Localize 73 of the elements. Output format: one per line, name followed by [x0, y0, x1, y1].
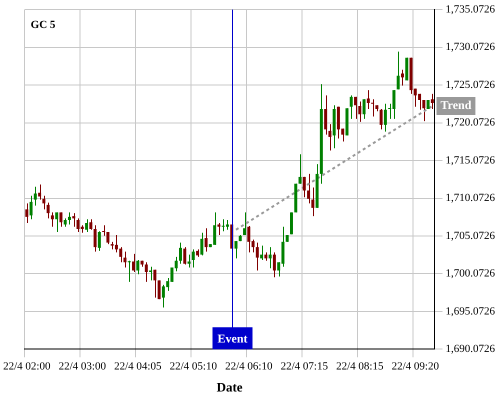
text: GC 5: [30, 18, 56, 31]
candlestick: [324, 94, 328, 136]
candlestick: [384, 103, 387, 132]
candlestick: [68, 212, 71, 225]
y-tick-label: 1,695.0726: [446, 305, 496, 318]
candlestick: [371, 98, 374, 118]
candlestick: [380, 108, 383, 130]
y-tick-label: 1,690.0726: [446, 343, 496, 356]
candlestick: [153, 269, 156, 298]
candlestick: [25, 202, 28, 224]
candlestick: [354, 96, 358, 120]
candlestick: [256, 242, 259, 272]
candlestick: [55, 212, 58, 233]
candlestick: [336, 106, 340, 139]
x-tick-label: 22/4 09:20: [392, 360, 440, 373]
candlestick: [234, 240, 238, 259]
candlestick: [50, 212, 54, 228]
candlestick: [162, 284, 165, 308]
candlestick: [358, 100, 362, 122]
candlestick: [34, 186, 37, 206]
x-tick-label: 22/4 02:00: [3, 360, 51, 373]
candlestick: [260, 245, 264, 260]
y-tick-label: 1,730.0726: [446, 41, 496, 54]
candlestick: [362, 98, 366, 120]
candlestick: [149, 266, 152, 281]
x-tick-label: 22/4 06:10: [225, 360, 273, 373]
y-tick-label: 1,720.0726: [446, 116, 496, 129]
candlestick: [298, 154, 302, 184]
candlestick: [114, 234, 118, 253]
candlestick: [302, 176, 306, 198]
series-label: Trend: [440, 98, 472, 112]
candlestick: [430, 93, 434, 110]
x-axis-title: Date: [216, 380, 243, 395]
candlestick: [72, 212, 76, 228]
x-tick-label: 22/4 03:00: [58, 360, 106, 373]
y-tick-label: 1,705.0726: [446, 230, 496, 242]
x-tick-label: 22/4 04:05: [114, 360, 162, 373]
candlestick: [38, 184, 42, 200]
candlestick: [268, 246, 272, 269]
y-tick-label: 1,725.0726: [446, 78, 496, 91]
y-tick-label: 1,710.0726: [446, 192, 496, 204]
candlestick: [200, 232, 204, 256]
candlestick: [132, 253, 136, 273]
x-tick-label: 22/4 05:10: [170, 360, 218, 373]
candlestick: [400, 69, 404, 86]
y-tick-label: 1,715.0726: [446, 154, 496, 166]
candlestick: [119, 246, 122, 263]
candlestick: [392, 90, 396, 120]
candlestick: [30, 195, 33, 220]
y-tick-label: 1,735.0726: [446, 3, 496, 16]
candlestick: [396, 51, 400, 90]
candlestick: [178, 242, 182, 264]
candlestick: [204, 228, 208, 252]
candlestick: [59, 212, 62, 228]
candlestick: [136, 259, 140, 275]
x-tick-label: 22/4 08:15: [336, 360, 384, 373]
candlestick: [192, 248, 195, 268]
candlestick: [213, 212, 216, 246]
candlestick: [98, 230, 101, 252]
candlestick: [123, 251, 126, 268]
x-tick-label: 22/4 07:15: [280, 360, 328, 373]
annotation: Event: [218, 331, 248, 346]
candlestick: [281, 226, 284, 268]
candlestick: [222, 218, 225, 232]
candlestick: [422, 99, 426, 122]
candlestick: [247, 225, 250, 253]
y-tick-label: 1,700.0726: [446, 268, 496, 280]
candlestick: [366, 90, 370, 110]
candlestick: [85, 218, 88, 233]
candlestick: [243, 212, 246, 236]
candlestick: [272, 252, 276, 278]
candlestick: [144, 262, 148, 282]
candlestick: [307, 173, 310, 204]
